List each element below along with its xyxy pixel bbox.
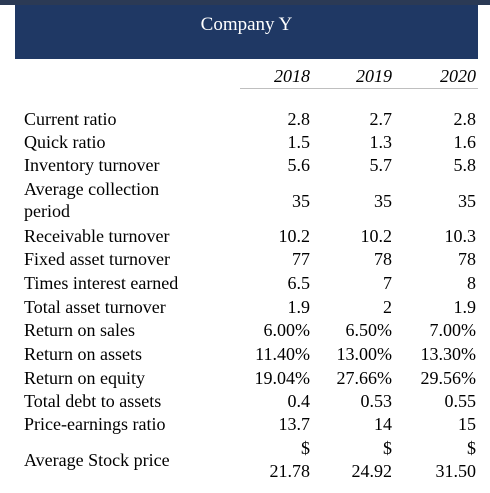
value-2019: 27.66% [336, 368, 393, 388]
table-header: Company Y [15, 5, 478, 59]
year-header-row: 2018 2019 2020 [240, 64, 478, 89]
value-2019: 1.3 [369, 132, 393, 152]
row-label: Average collection [24, 179, 160, 199]
value-2019: 5.7 [369, 155, 393, 175]
row-label: Average Stock price [24, 450, 170, 470]
value-2018: 5.6 [287, 155, 311, 175]
value-2020: 29.56% [420, 368, 477, 388]
value-2019: 35 [374, 191, 392, 211]
value-2019: 2 [383, 297, 392, 317]
row-label: Times interest earned [24, 273, 179, 293]
value-2019: 6.50% [345, 320, 393, 340]
row-label: Quick ratio [24, 132, 106, 152]
value-2018: 1.9 [287, 297, 311, 317]
top-border [0, 0, 490, 5]
value-2020: 5.8 [453, 155, 477, 175]
value-2020: 7.00% [429, 320, 477, 340]
row-label: Total debt to assets [24, 391, 162, 411]
currency-symbol: $ [383, 438, 392, 458]
company-title: Company Y [200, 14, 293, 35]
row-label: Current ratio [24, 109, 117, 129]
row-label: Return on assets [24, 344, 142, 364]
table-row: Average collection period 35 35 35 [0, 178, 490, 224]
value-2019: 13.00% [336, 344, 393, 364]
value-2019: 24.92 [351, 461, 393, 481]
row-label-continued: period [24, 201, 70, 221]
row-label: Return on sales [24, 320, 135, 340]
value-2018: 10.2 [278, 226, 311, 246]
value-2018: 6.5 [287, 273, 311, 293]
value-2020: 1.6 [453, 132, 477, 152]
value-2018: 21.78 [269, 461, 311, 481]
value-2018: 35 [292, 191, 310, 211]
value-2019: 78 [374, 249, 392, 269]
row-label: Inventory turnover [24, 155, 160, 175]
value-2020: 31.50 [435, 461, 477, 481]
value-2019: 10.2 [360, 226, 393, 246]
value-2018: 13.7 [278, 414, 311, 434]
value-2020: 15 [458, 414, 476, 434]
currency-symbol: $ [467, 438, 476, 458]
value-2018: 6.00% [263, 320, 311, 340]
value-2020: 8 [467, 273, 476, 293]
value-2018: 1.5 [287, 132, 311, 152]
row-label: Price-earnings ratio [24, 414, 166, 434]
value-2020: 2.8 [453, 109, 477, 129]
value-2020: 35 [458, 191, 476, 211]
row-label: Return on equity [24, 368, 145, 388]
table-row: Average Stock price $ $ $ 21.78 24.92 31… [0, 437, 490, 483]
value-2019: 0.53 [360, 391, 393, 411]
row-label: Fixed asset turnover [24, 249, 170, 269]
year-2018: 2018 [274, 66, 310, 86]
year-2019: 2019 [356, 66, 392, 86]
value-2020: 1.9 [453, 297, 477, 317]
value-2020: 0.55 [444, 391, 477, 411]
value-2020: 10.3 [444, 226, 477, 246]
value-2019: 7 [383, 273, 392, 293]
value-2019: 14 [374, 414, 392, 434]
row-label: Total asset turnover [24, 297, 166, 317]
currency-symbol: $ [301, 438, 310, 458]
value-2019: 2.7 [369, 109, 393, 129]
value-2018: 77 [292, 249, 310, 269]
value-2018: 0.4 [287, 391, 311, 411]
value-2018: 19.04% [254, 368, 311, 388]
value-2018: 11.40% [255, 344, 310, 364]
row-label: Receivable turnover [24, 226, 170, 246]
value-2018: 2.8 [287, 109, 311, 129]
value-2020: 78 [458, 249, 476, 269]
value-2020: 13.30% [420, 344, 477, 364]
year-2020: 2020 [440, 66, 476, 86]
